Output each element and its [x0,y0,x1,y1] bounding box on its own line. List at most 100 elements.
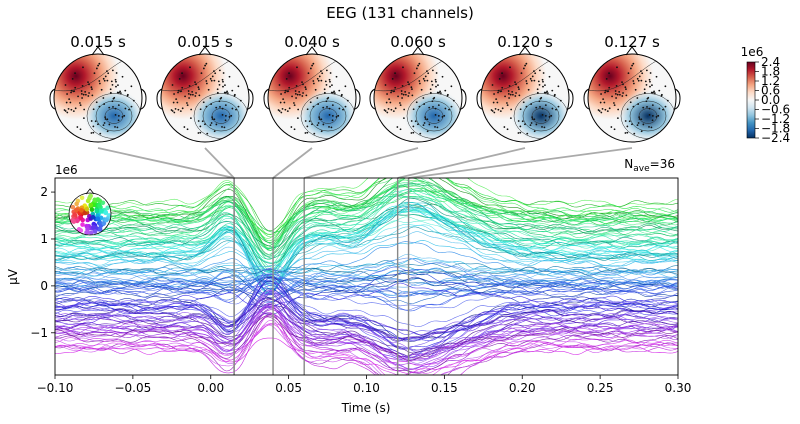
topomap-sensor [390,108,393,111]
inset-sensor [104,217,109,223]
topomap-sensor [501,86,504,89]
topomap-sensor [318,75,321,78]
topomap-sensor [173,111,176,114]
time-connector [204,147,235,179]
topomap-sensor [439,92,442,95]
topomap-sensor [333,90,335,93]
topomap-sensor [498,78,501,80]
topomap-sensor [441,75,444,78]
topomap-sensor [636,124,639,127]
topomap-sensor [415,67,418,70]
topomap-ear-right [567,88,574,110]
topomap-sensor [302,83,304,86]
topomap-sensor [230,114,233,117]
inset-sensor [76,227,82,232]
topomap-sensor [508,85,511,87]
topomap-sensor [296,66,298,69]
topomap-sensor [297,108,300,111]
topomap-sensor [126,94,129,97]
topomap-sensor [186,128,189,131]
inset-sensors [70,193,111,235]
topomap-sensor [543,126,546,129]
topomap-sensor [66,93,68,95]
topomap-sensor [550,114,553,117]
topomap-sensor [117,84,119,87]
topomap-time-label: 0.127 s [604,33,660,51]
colorbar-tick-label: −1.2 [761,112,790,126]
topomap-sensor [312,105,315,108]
topomap-sensor [434,113,437,116]
topomap-sensor [82,93,85,96]
inset-sensor [85,229,90,235]
topomap-sensor [224,104,227,107]
topomap-sensor [548,75,551,78]
topomap-sensor [323,88,326,91]
topomap-sensor [435,72,438,74]
topomap-sensor [517,120,520,122]
y-tick-label: 2 [40,185,48,199]
topomap-sensor [600,93,602,95]
topomap-sensor [649,72,652,74]
topomap-sensor [531,75,534,78]
topomap-sensor [83,108,86,111]
topomap-sensor [423,122,426,124]
topomap-sensor [296,93,299,96]
inset-sensor [97,203,102,208]
topomap-sensor [515,83,517,86]
topomap-sensor [184,95,186,98]
topomap-contour [309,100,347,132]
topomap-sensor [412,131,415,134]
topomap-sensor [559,99,562,102]
topomap-sensor [544,84,546,87]
topomap-sensor [643,91,646,94]
channel-trace [55,208,678,294]
topomap-sensor [317,79,320,82]
topomap-sensor [520,72,523,75]
topomap-sensor [648,125,650,128]
topomap-sensor [538,69,541,72]
topomap-contour [588,57,663,92]
topomap-sensor [130,85,133,88]
topomap-sensor [397,95,399,98]
topomap-sensor [211,118,214,120]
inset-sensor [103,210,108,216]
topomap-sensor [636,97,639,99]
topomap-sensor [225,91,227,94]
topomap-sensor [637,122,640,124]
topomap-sensor [106,118,109,121]
topomap-sensor [102,97,105,99]
topomap-sensor [205,80,208,82]
topomap-sensor [318,118,321,120]
topomap-sensor [115,85,117,88]
topomap-row: 0.015 s 0.015 s 0.040 s 0.060 s 0.120 s 0.127… [49,33,681,143]
topomap-sensor [422,124,425,127]
topomap-sensor [648,107,651,110]
inset-sensor [72,212,78,217]
topomap-sensor [284,89,287,92]
topomap-sensor [509,117,512,120]
topomap-sensor [622,92,624,94]
topomap-sensor [616,117,619,120]
inset-sensor [92,229,98,234]
topomap-sensor [629,67,632,70]
topomap-sensor [658,107,661,110]
inset-sensor [91,224,96,230]
topomap-sensor [606,90,609,93]
topomap-sensor [651,119,654,122]
time-connector [272,147,313,179]
x-tick-label: 0.05 [275,381,302,395]
topomap-sensor [415,101,418,104]
topomap-sensor [657,114,660,117]
topomap-sensor [306,131,309,134]
topomap-sensor [519,125,522,128]
x-tick-label: −0.10 [37,381,74,395]
topomap-sensor [640,70,642,73]
topomap-sensor [202,101,205,104]
channel-trace [55,315,678,374]
colorbar-tick-label: 0.6 [761,84,780,98]
topomap-sensor [223,126,226,129]
topomap-sensor [199,108,202,111]
topomap-sensor [617,108,620,111]
topomap-sensor [214,72,217,75]
topomap-sensor [541,107,544,110]
